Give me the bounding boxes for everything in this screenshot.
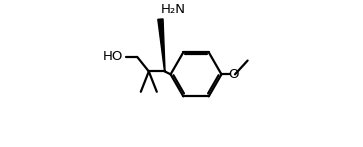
Text: HO: HO bbox=[103, 50, 123, 63]
Polygon shape bbox=[158, 19, 165, 71]
Text: H₂N: H₂N bbox=[160, 3, 185, 16]
Text: O: O bbox=[228, 68, 238, 81]
